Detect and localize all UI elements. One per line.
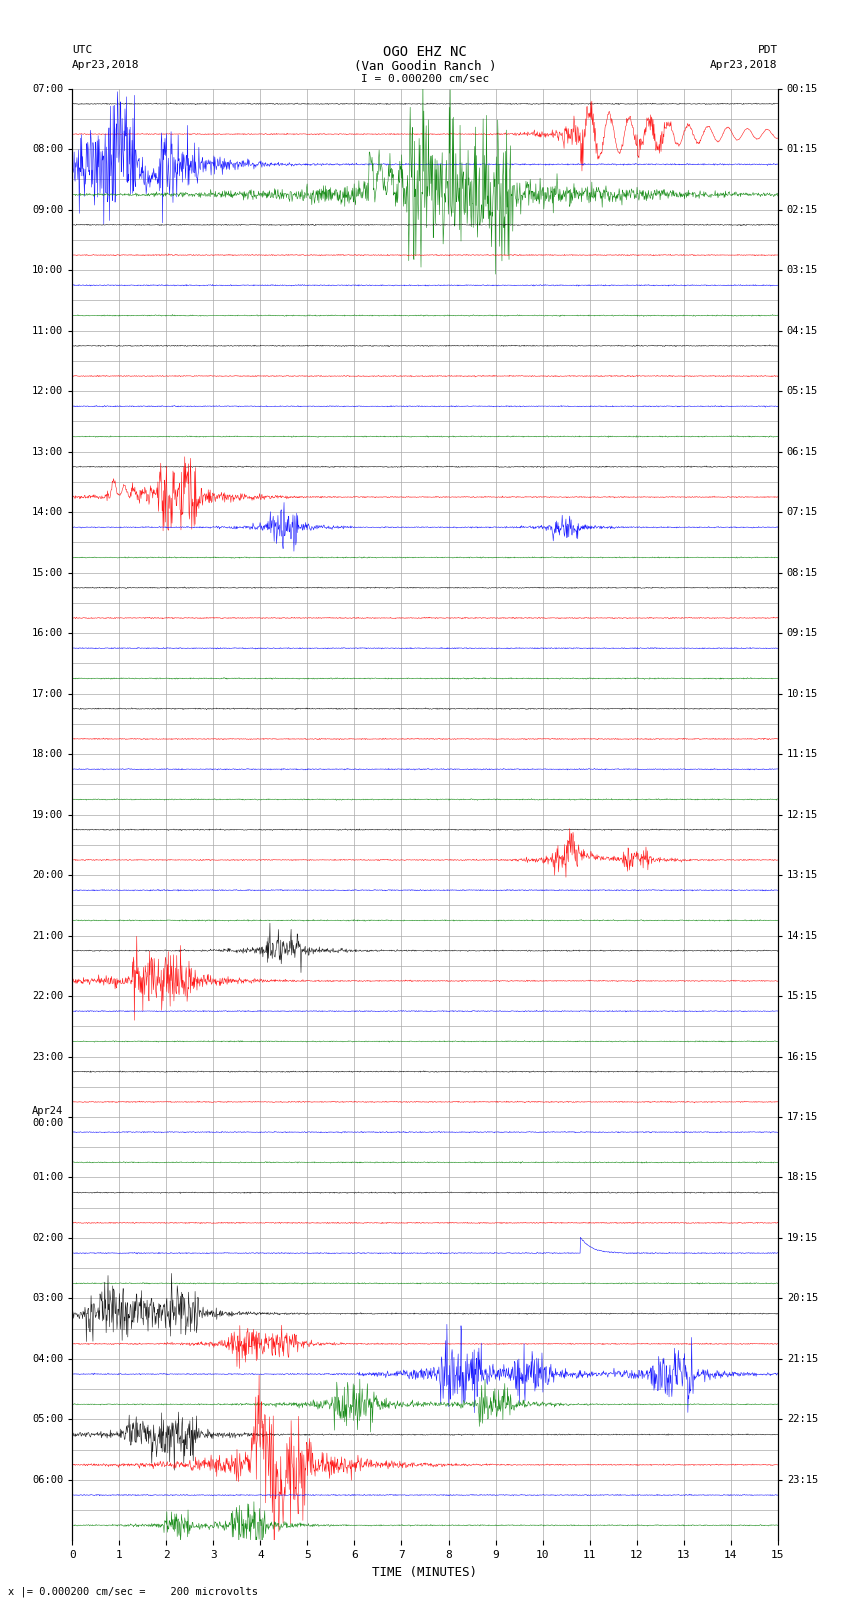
Text: UTC: UTC (72, 45, 93, 55)
Text: (Van Goodin Ranch ): (Van Goodin Ranch ) (354, 60, 496, 73)
Text: x |= 0.000200 cm/sec =    200 microvolts: x |= 0.000200 cm/sec = 200 microvolts (8, 1586, 258, 1597)
Text: Apr23,2018: Apr23,2018 (72, 60, 139, 69)
Text: PDT: PDT (757, 45, 778, 55)
Text: Apr23,2018: Apr23,2018 (711, 60, 778, 69)
Text: OGO EHZ NC: OGO EHZ NC (383, 45, 467, 60)
Text: I = 0.000200 cm/sec: I = 0.000200 cm/sec (361, 74, 489, 84)
X-axis label: TIME (MINUTES): TIME (MINUTES) (372, 1566, 478, 1579)
